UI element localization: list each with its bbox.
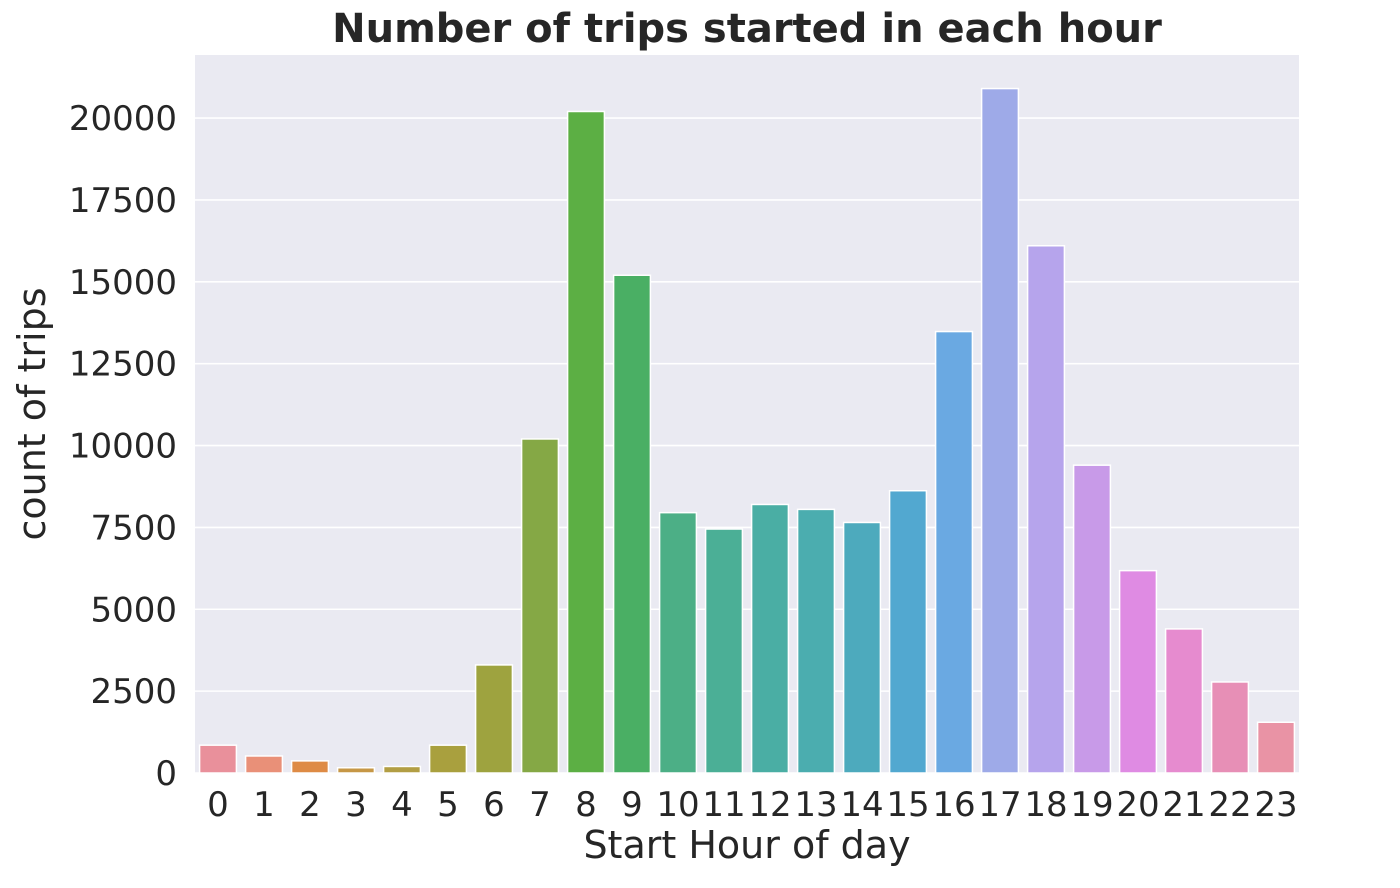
bar-hour-6 bbox=[474, 664, 514, 774]
x-axis-label: Start Hour of day bbox=[583, 823, 910, 867]
bar-hour-23 bbox=[1256, 721, 1296, 774]
y-axis-label: count of trips bbox=[10, 288, 54, 541]
bar-hour-16 bbox=[934, 330, 974, 774]
x-tick-label: 23 bbox=[1254, 785, 1297, 825]
x-tick-label: 18 bbox=[1024, 785, 1067, 825]
bars bbox=[198, 87, 1296, 774]
bar-hour-10 bbox=[658, 511, 698, 774]
bar-hour-0 bbox=[198, 744, 238, 774]
bar-hour-13 bbox=[796, 508, 836, 774]
x-tick-label: 15 bbox=[886, 785, 929, 825]
bar-hour-7 bbox=[520, 438, 560, 774]
x-tick-label: 16 bbox=[932, 785, 975, 825]
bar-hour-20 bbox=[1118, 569, 1158, 774]
y-tick-label: 20000 bbox=[69, 99, 177, 139]
x-tick-label: 10 bbox=[656, 785, 699, 825]
x-tick-label: 2 bbox=[299, 785, 321, 825]
bar-hour-14 bbox=[842, 521, 882, 774]
x-tick-label: 22 bbox=[1208, 785, 1251, 825]
bar-hour-19 bbox=[1072, 464, 1112, 774]
y-tick-label: 7500 bbox=[90, 508, 177, 548]
bar-hour-2 bbox=[290, 760, 330, 774]
x-tick-label: 19 bbox=[1070, 785, 1113, 825]
bar-hour-4 bbox=[382, 765, 422, 774]
bar-hour-21 bbox=[1164, 628, 1204, 774]
y-tick-label: 17500 bbox=[69, 181, 177, 221]
y-tick-label: 10000 bbox=[69, 427, 177, 467]
x-tick-label: 3 bbox=[345, 785, 367, 825]
y-tick-label: 15000 bbox=[69, 263, 177, 303]
bar-hour-3 bbox=[336, 767, 376, 774]
x-tick-label: 12 bbox=[748, 785, 791, 825]
x-tick-label: 6 bbox=[483, 785, 505, 825]
y-tick-labels: 0 2500 5000 7500 10000 12500 15000 17500 20000 bbox=[69, 99, 177, 794]
bar-hour-1 bbox=[244, 755, 284, 774]
x-tick-labels: 0 1 2 3 4 5 6 7 8 9 10 11 12 13 14 15 16 17 18 19 20 21 22 23 bbox=[207, 785, 1297, 825]
y-tick-label: 5000 bbox=[90, 590, 177, 630]
y-tick-label: 2500 bbox=[90, 672, 177, 712]
x-tick-label: 21 bbox=[1162, 785, 1205, 825]
x-tick-label: 14 bbox=[840, 785, 883, 825]
bar-hour-22 bbox=[1210, 681, 1250, 774]
bar-hour-12 bbox=[750, 503, 790, 774]
x-tick-label: 4 bbox=[391, 785, 413, 825]
x-tick-label: 17 bbox=[978, 785, 1021, 825]
x-tick-label: 1 bbox=[253, 785, 275, 825]
bar-hour-18 bbox=[1026, 245, 1066, 774]
x-tick-label: 8 bbox=[575, 785, 597, 825]
x-tick-label: 0 bbox=[207, 785, 229, 825]
x-tick-label: 20 bbox=[1116, 785, 1159, 825]
bar-hour-15 bbox=[888, 489, 928, 774]
x-tick-label: 5 bbox=[437, 785, 459, 825]
x-tick-label: 11 bbox=[702, 785, 745, 825]
chart-title: Number of trips started in each hour bbox=[332, 6, 1162, 52]
x-tick-label: 7 bbox=[529, 785, 551, 825]
x-tick-label: 9 bbox=[621, 785, 643, 825]
bar-hour-8 bbox=[566, 110, 606, 774]
bar-hour-17 bbox=[980, 87, 1020, 774]
x-tick-label: 13 bbox=[794, 785, 837, 825]
bar-hour-5 bbox=[428, 744, 468, 774]
plot-background bbox=[195, 55, 1299, 773]
y-tick-label: 12500 bbox=[69, 345, 177, 385]
bar-hour-9 bbox=[612, 274, 652, 774]
bar-hour-11 bbox=[704, 528, 744, 774]
y-tick-label: 0 bbox=[155, 754, 177, 794]
gridlines bbox=[195, 117, 1299, 774]
